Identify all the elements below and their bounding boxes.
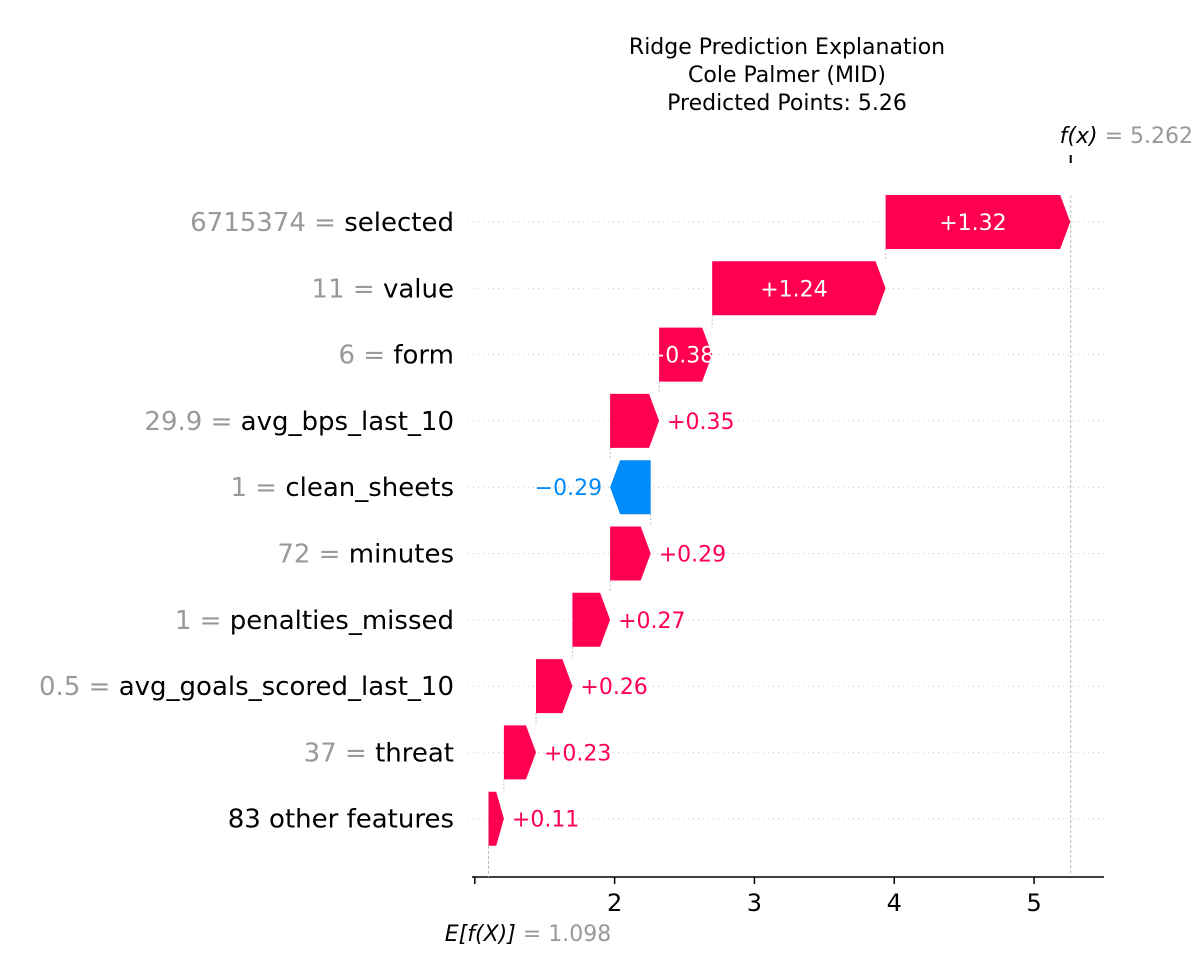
base-value-label: E[f(X)] = 1.098: [445, 922, 611, 947]
contribution-label: +0.26: [580, 675, 647, 700]
feature-value: 29.9: [144, 407, 202, 437]
feature-label: 6715374 = selected: [190, 208, 454, 238]
chart-title: Ridge Prediction Explanation Cole Palmer…: [629, 35, 945, 116]
feature-label: 11 = value: [312, 274, 454, 304]
contribution-bar-value: [712, 261, 886, 316]
feature-label: 1 = penalties_missed: [175, 606, 454, 636]
x-axis-ticks: 2 3 4 5: [474, 877, 1042, 917]
feature-label: 72 = minutes: [277, 540, 454, 570]
final-value-label: f(x) = 5.262: [1060, 124, 1193, 149]
contribution-label: +0.27: [618, 609, 685, 634]
feature-label: 37 = threat: [304, 738, 454, 768]
x-tick-label: 4: [887, 889, 902, 917]
x-tick-label: 2: [607, 889, 622, 917]
contribution-labels: +1.32 +1.24 +0.38 +0.35 −0.29 +0.29 +0.27 +0.26…: [512, 211, 1007, 833]
contribution-label: +0.23: [544, 741, 611, 766]
chart-title-line-3: Predicted Points: 5.26: [667, 91, 907, 116]
contribution-bar-clean-sheets: [610, 460, 651, 515]
feature-name: avg_bps_last_10: [241, 407, 454, 437]
x-axis: 2 3 4 5: [472, 876, 1104, 917]
contribution-label: +0.35: [667, 410, 734, 435]
contribution-bar-penalties-missed: [572, 592, 611, 647]
feature-value: 72: [277, 540, 310, 570]
contribution-label: +1.24: [760, 277, 827, 302]
feature-labels: 6715374 = selected 11 = value 6 = form 29.9…: [39, 208, 454, 835]
chart-title-line-2: Cole Palmer (MID): [688, 63, 886, 88]
contribution-bar-minutes: [610, 526, 651, 581]
feature-name: avg_goals_scored_last_10: [119, 672, 454, 702]
base-value-name: E[f(X)]: [445, 922, 516, 947]
feature-value: 37: [304, 738, 337, 768]
feature-label: 83 other features: [228, 805, 454, 835]
feature-value: 6: [339, 341, 356, 371]
feature-name: selected: [344, 208, 454, 238]
feature-name: minutes: [349, 540, 454, 570]
final-value-marker: f(x) = 5.262: [1060, 124, 1193, 875]
feature-value: 1: [230, 473, 247, 503]
feature-label: 1 = clean_sheets: [230, 473, 454, 503]
feature-name: penalties_missed: [230, 606, 454, 636]
feature-name: threat: [375, 738, 454, 768]
feature-name: 83 other features: [228, 805, 454, 835]
contribution-bar-avg-bps-last-10: [610, 393, 660, 448]
feature-value: 11: [312, 274, 345, 304]
contribution-label: +0.29: [659, 543, 726, 568]
x-tick-label: 3: [747, 889, 762, 917]
feature-label: 29.9 = avg_bps_last_10: [144, 407, 454, 437]
contribution-bar-selected: [885, 195, 1071, 249]
feature-name: clean_sheets: [285, 473, 454, 503]
final-value-name: f(x): [1060, 124, 1098, 149]
x-tick-label: 5: [1026, 889, 1041, 917]
feature-value: 0.5: [39, 672, 80, 702]
feature-name: value: [383, 274, 454, 304]
contribution-bars: [488, 195, 1071, 846]
contribution-label: +1.32: [939, 211, 1006, 236]
feature-value: 1: [175, 606, 192, 636]
feature-label: 6 = form: [339, 341, 455, 371]
contribution-label: +0.38: [647, 344, 714, 369]
contribution-bar-avg-goals-scored-last-10: [536, 659, 573, 714]
contribution-label: +0.11: [512, 808, 579, 833]
base-value-marker: E[f(X)] = 1.098: [445, 845, 611, 947]
contribution-bar-threat: [503, 725, 536, 780]
final-value-number: 5.262: [1130, 124, 1193, 149]
feature-name: form: [393, 341, 454, 371]
contribution-bar-83-other-features: [488, 791, 504, 846]
feature-value: 6715374: [190, 208, 306, 238]
chart-title-line-1: Ridge Prediction Explanation: [629, 35, 945, 60]
base-value-number: 1.098: [548, 922, 611, 947]
contribution-bar-form: [659, 327, 713, 382]
contribution-label: −0.29: [535, 476, 602, 501]
feature-label: 0.5 = avg_goals_scored_last_10: [39, 672, 454, 702]
